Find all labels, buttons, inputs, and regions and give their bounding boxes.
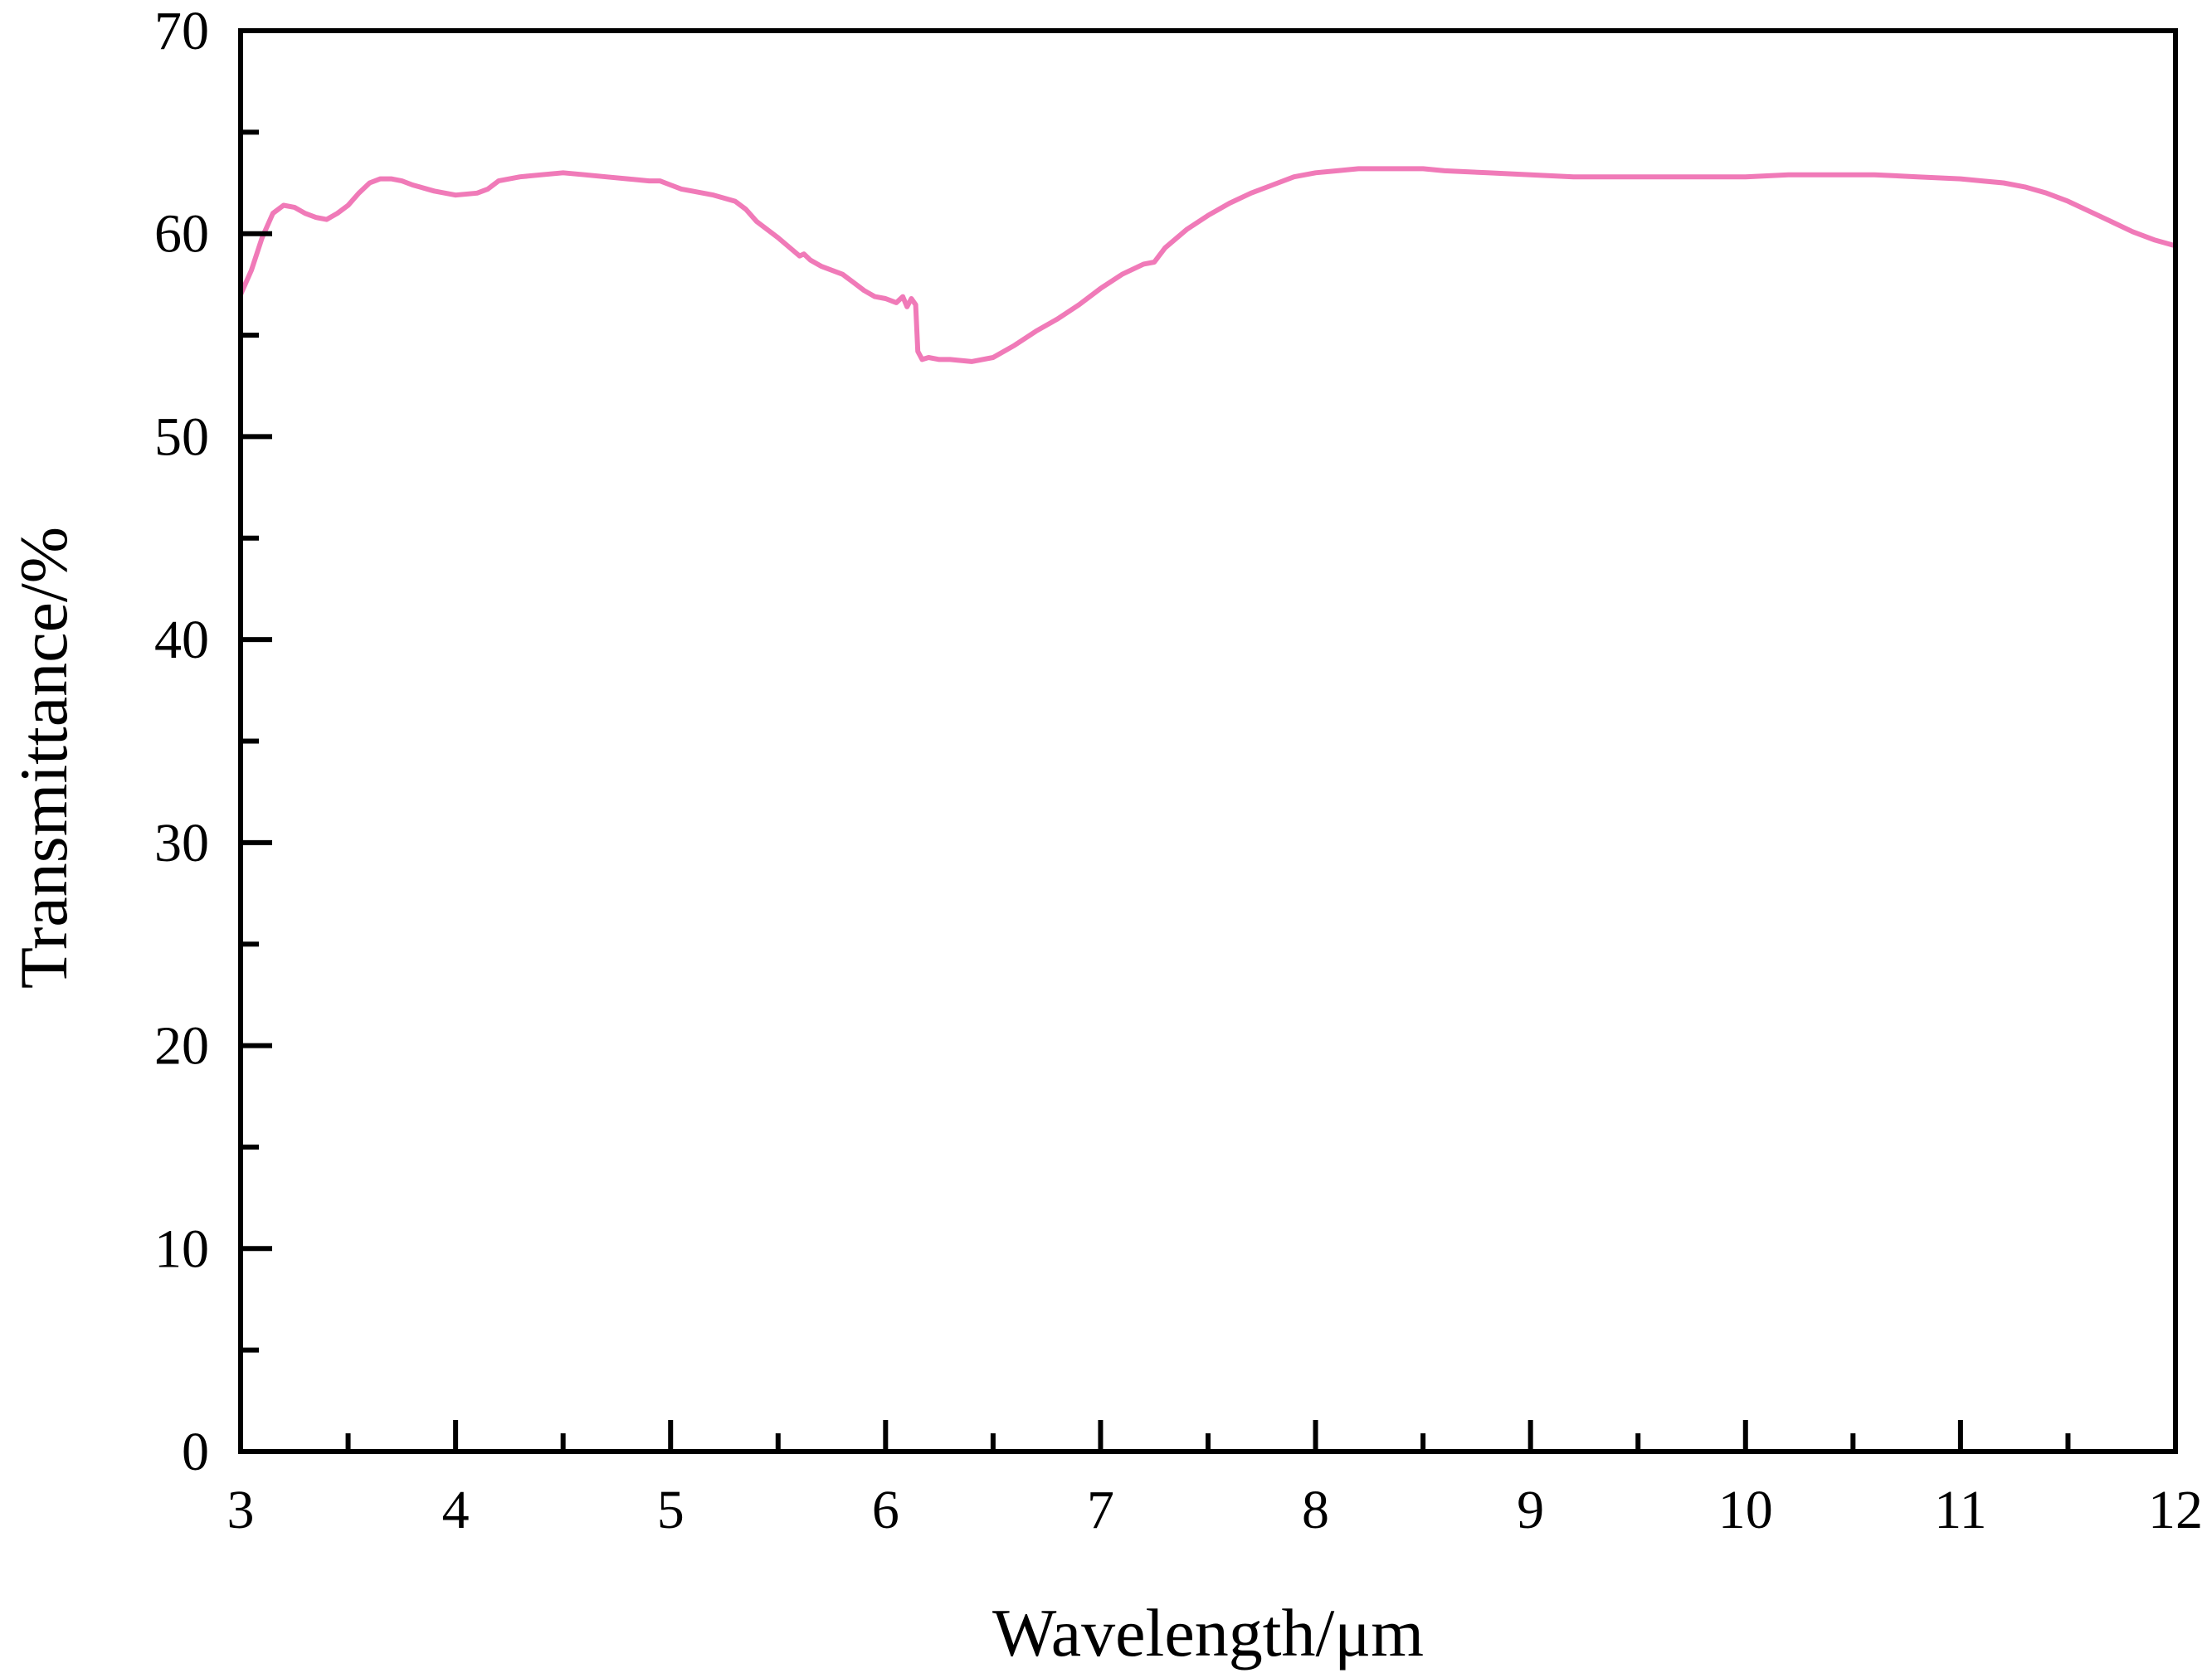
x-tick-label: 7 <box>1087 1480 1114 1540</box>
y-tick-label: 40 <box>154 610 209 670</box>
y-tick-label: 20 <box>154 1016 209 1077</box>
y-tick-label: 50 <box>154 406 209 467</box>
x-tick-label: 3 <box>227 1480 255 1540</box>
y-tick-label: 10 <box>154 1218 209 1279</box>
series-line-1 <box>238 166 2178 364</box>
x-tick-label: 12 <box>2148 1480 2203 1540</box>
plot-area <box>238 166 2178 364</box>
x-tick-label: 10 <box>1718 1480 1773 1540</box>
x-tick-label: 6 <box>872 1480 899 1540</box>
x-tick-label: 5 <box>657 1480 685 1540</box>
y-axis-title: Transmittance/% <box>6 527 81 989</box>
y-tick-label: 70 <box>154 1 209 61</box>
axis-ticks <box>241 129 2071 1452</box>
x-tick-label: 9 <box>1517 1480 1544 1540</box>
x-tick-label: 8 <box>1302 1480 1329 1540</box>
y-tick-label: 60 <box>154 204 209 265</box>
x-tick-label: 4 <box>442 1480 470 1540</box>
y-tick-label: 0 <box>182 1422 209 1482</box>
x-tick-label: 11 <box>1934 1480 1987 1540</box>
x-axis-tick-labels: 3 4 5 6 7 8 9 10 11 12 <box>227 1480 2204 1540</box>
y-axis-tick-labels: 0 10 20 30 40 50 60 70 <box>154 1 209 1482</box>
y-tick-label: 30 <box>154 813 209 873</box>
x-axis-title: Wavelength/μm <box>992 1595 1424 1671</box>
